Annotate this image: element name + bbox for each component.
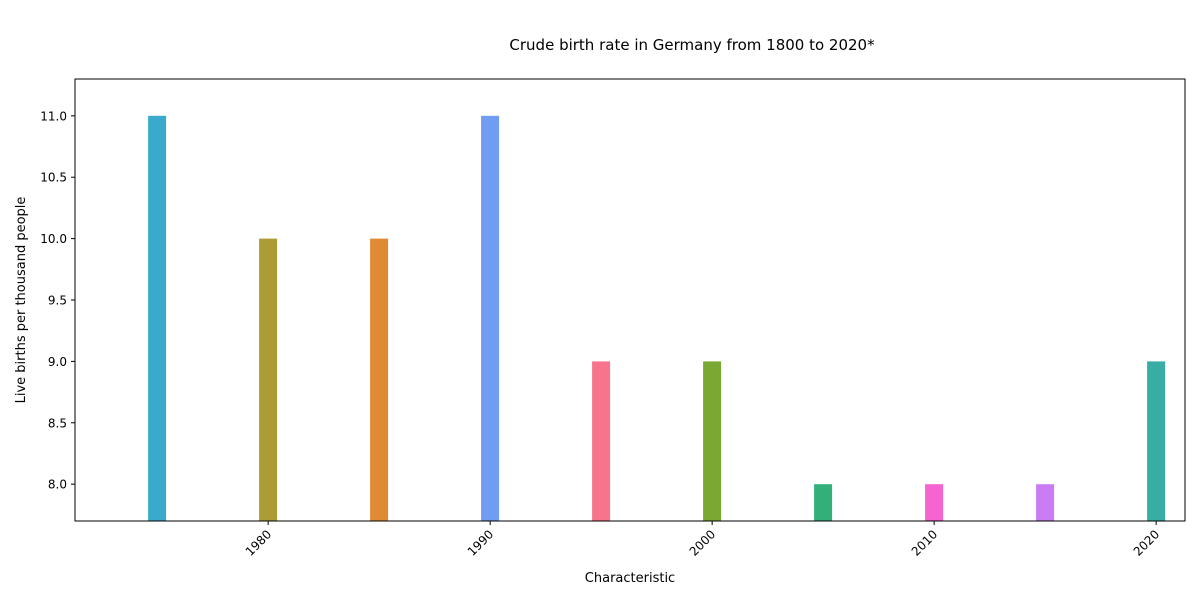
y-axis: 8.0 8.5 9.0 9.5 10.0 10.5 11.0 [40, 109, 75, 492]
bar-2020 [1147, 361, 1166, 521]
bar-2015 [1036, 484, 1055, 521]
bar-1990 [481, 115, 500, 522]
bar-1985 [370, 238, 389, 521]
y-axis-label: Live births per thousand people [14, 197, 29, 404]
bar-1995 [592, 361, 611, 521]
x-tick-label: 2010 [909, 527, 940, 558]
y-tick-label: 10.0 [40, 232, 67, 246]
bars-group [148, 115, 1166, 522]
x-tick-label: 1980 [243, 527, 274, 558]
bar-2010 [925, 484, 944, 521]
x-axis-label: Characteristic [585, 571, 675, 586]
y-tick-label: 8.0 [48, 478, 67, 492]
bar-1980 [259, 238, 278, 521]
bar-2005 [814, 484, 833, 521]
x-tick-label: 2020 [1131, 527, 1162, 558]
chart-title: Crude birth rate in Germany from 1800 to… [509, 36, 875, 54]
plot-frame [74, 78, 1186, 522]
bar-1975 [148, 115, 167, 522]
y-tick-label: 8.5 [48, 416, 67, 430]
y-tick-label: 11.0 [40, 109, 67, 123]
x-tick-label: 1990 [465, 527, 496, 558]
bar-2000 [703, 361, 722, 521]
y-tick-label: 9.5 [48, 294, 67, 308]
y-tick-label: 9.0 [48, 355, 67, 369]
x-axis: 1980 1990 2000 2010 2020 [243, 521, 1162, 559]
x-tick-label: 2000 [687, 527, 718, 558]
y-tick-label: 10.5 [40, 171, 67, 185]
